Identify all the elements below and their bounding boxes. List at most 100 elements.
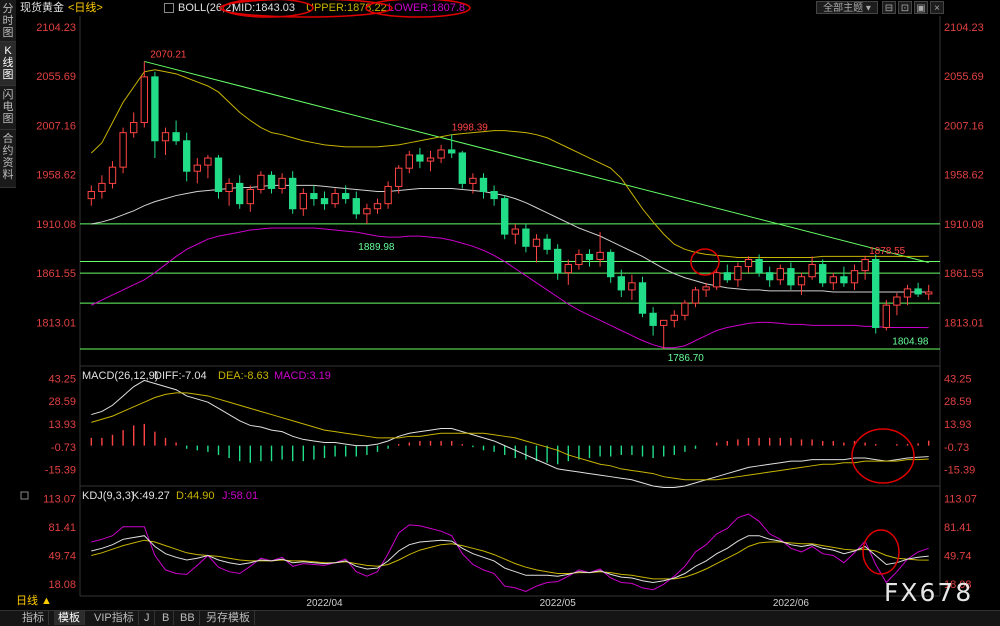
bottom-tab-vip-indicators[interactable]: VIP指标 <box>90 611 139 625</box>
kdj-j-line <box>91 513 929 593</box>
candle-body <box>734 266 742 281</box>
boll-label: BOLL(26,2) <box>178 2 235 14</box>
period-selector[interactable]: 日线 ▲ <box>16 595 52 607</box>
candle-body <box>395 167 403 187</box>
candle-body <box>320 198 329 205</box>
close-button[interactable]: × <box>930 1 944 14</box>
price-tick-label-right: 2007.16 <box>944 120 984 132</box>
watermark-logo: FX678 <box>884 578 974 607</box>
candle-body <box>819 264 827 284</box>
candle-body <box>236 182 244 205</box>
candle-body <box>289 177 297 210</box>
candle-body <box>861 258 869 272</box>
bottom-tab-j[interactable]: J <box>140 611 155 625</box>
side-tab-time-chart[interactable]: 分时图 <box>0 0 16 42</box>
candle-body <box>903 288 912 298</box>
instrument-name: 现货黄金 <box>20 2 64 14</box>
bottom-tab-indicators[interactable]: 指标 <box>18 611 49 625</box>
macd-tick-label-left: -0.73 <box>51 442 76 454</box>
side-tab-kline[interactable]: K线图 <box>0 42 16 86</box>
indicator-toggle-icon[interactable] <box>164 3 174 13</box>
candle-body <box>130 122 138 134</box>
macd-tick-label-left: 43.25 <box>48 373 76 385</box>
candle-body <box>776 268 784 281</box>
candle-body <box>257 174 265 190</box>
candle-body <box>458 152 466 184</box>
date-tick-label: 2022/05 <box>540 598 577 609</box>
candle-body <box>554 248 562 274</box>
price-tick-label-right: 1813.01 <box>944 317 984 329</box>
candle-body <box>140 76 148 124</box>
candle-body <box>204 157 212 166</box>
panel-right-button[interactable]: ⊡ <box>898 1 912 14</box>
date-tick-label: 2022/06 <box>773 598 810 609</box>
boll-upper-line <box>90 69 929 258</box>
macd-tick-label-right: 43.25 <box>944 373 972 385</box>
macd-tick-label-left: 13.93 <box>48 419 76 431</box>
macd-tick-label-left: -15.39 <box>45 465 76 477</box>
kdj-tick-label-left: 81.41 <box>48 522 76 534</box>
candle-body <box>607 251 615 278</box>
boll-lower-line <box>91 227 929 349</box>
candle-body <box>108 166 117 184</box>
price-tick-label-right: 2104.23 <box>944 22 984 34</box>
candle-body <box>596 251 604 260</box>
candle-body <box>193 164 201 172</box>
highlight-circle-lower <box>365 0 471 18</box>
bottom-tab-template[interactable]: 模板 <box>54 611 85 625</box>
candle-body <box>638 282 647 314</box>
kdj-tick-label-left: 18.08 <box>48 579 76 591</box>
candle-body <box>744 258 753 268</box>
candle-body <box>575 253 583 266</box>
restore-button[interactable]: ▣ <box>914 1 928 14</box>
bottom-tab-bb[interactable]: BB <box>176 611 200 625</box>
candle-body <box>416 154 424 162</box>
price-tick-label-left: 2055.69 <box>36 71 76 83</box>
bottom-tab-b[interactable]: B <box>158 611 175 625</box>
candle-body <box>98 182 106 193</box>
kdj-d-value: D:44.90 <box>176 490 215 502</box>
candle-body <box>914 288 922 295</box>
macd-dea-line <box>91 392 929 481</box>
panel-left-button[interactable]: ⊟ <box>882 1 896 14</box>
candle-body <box>649 312 657 326</box>
candle-body <box>490 191 498 200</box>
candle-body <box>670 314 678 321</box>
candle-body <box>352 198 360 215</box>
price-annotation: 1878.55 <box>869 246 906 257</box>
kdj-k-line <box>91 535 929 584</box>
candle-body <box>172 132 180 142</box>
bottom-tab-save-template[interactable]: 另存模板 <box>202 611 255 625</box>
price-tick-label-left: 2007.16 <box>36 120 76 132</box>
macd-tick-label-right: -15.39 <box>944 465 975 477</box>
highlight-circle-macd <box>851 428 915 484</box>
macd-tick-label-right: 28.59 <box>944 396 972 408</box>
candle-body <box>511 228 519 235</box>
kdj-d-line <box>91 539 929 580</box>
candle-body <box>384 185 392 205</box>
boll-mid-line <box>91 184 929 293</box>
price-tick-label-right: 2055.69 <box>944 71 984 83</box>
candle-body <box>225 182 233 193</box>
candle-body <box>183 140 191 172</box>
price-annotation: 1804.98 <box>892 337 929 348</box>
price-tick-label-left: 2104.23 <box>36 22 76 34</box>
candle-body <box>214 157 223 193</box>
side-tab-flash[interactable]: 闪电图 <box>0 86 16 130</box>
price-tick-label-right: 1861.55 <box>944 268 984 280</box>
candle-body <box>331 193 339 205</box>
kdj-tick-label-right: 49.74 <box>944 551 972 563</box>
kdj-label: KDJ(9,3,3) <box>82 490 135 502</box>
theme-dropdown[interactable]: 全部主题 ▾ <box>816 1 878 14</box>
side-tab-contract-info[interactable]: 合约资料 <box>0 130 16 188</box>
price-annotation: 1889.98 <box>358 242 395 253</box>
candle-body <box>691 289 700 304</box>
candle-body <box>660 319 668 326</box>
candle-body <box>872 258 880 328</box>
candle-body <box>702 286 710 291</box>
candle-body <box>925 291 933 295</box>
candle-body <box>532 238 541 247</box>
candle-body <box>161 132 170 142</box>
kdj-tick-label-right: 18.08 <box>944 579 972 591</box>
